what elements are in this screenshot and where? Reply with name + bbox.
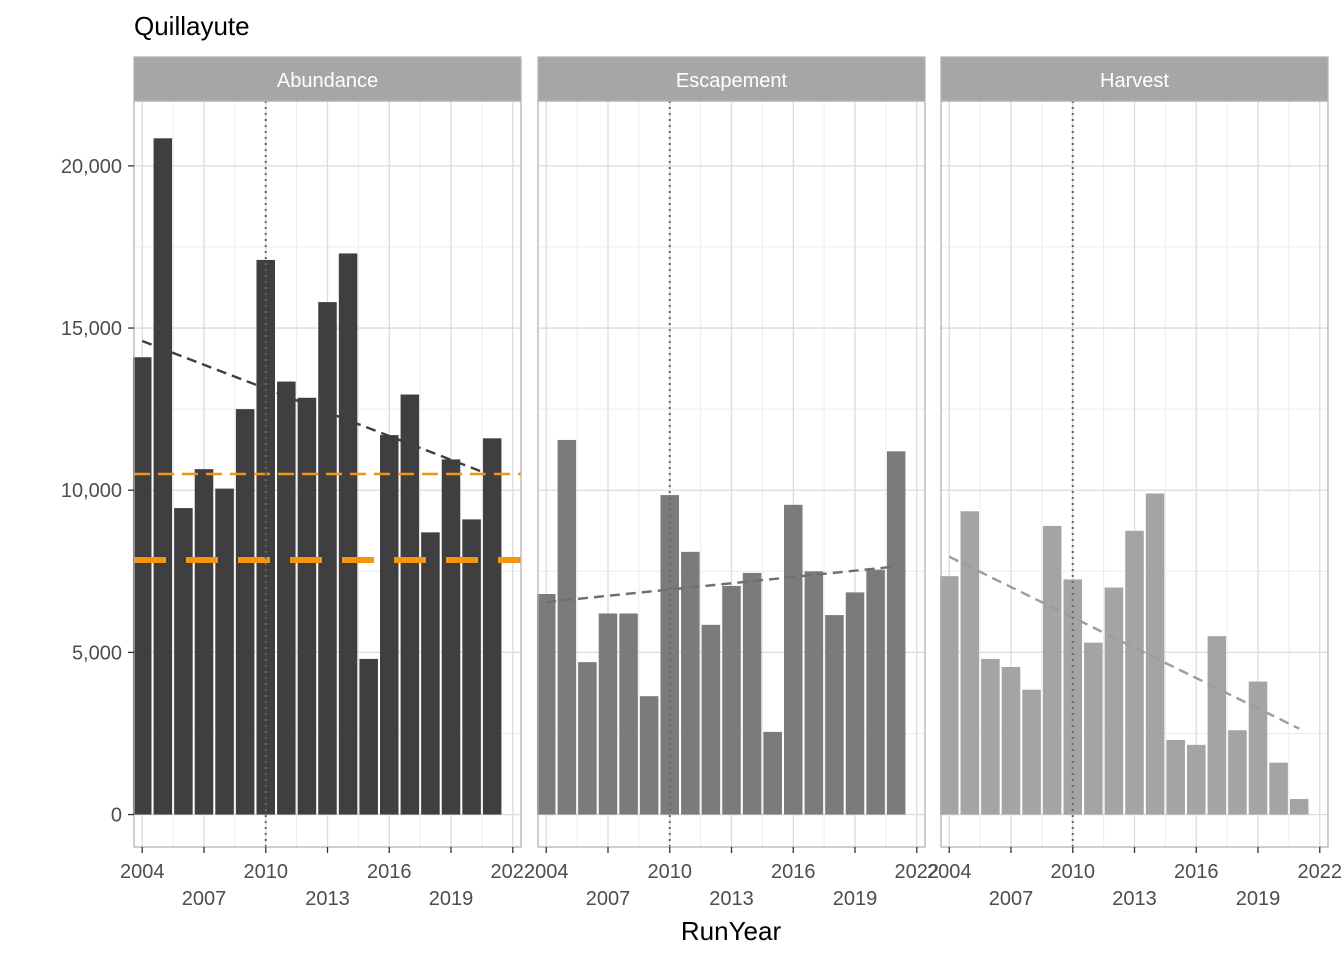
x-axis-title: RunYear — [681, 916, 782, 946]
bar-harvest-2008 — [1022, 689, 1041, 815]
bar-escapement-2016 — [783, 504, 803, 815]
facet-panels: Abundance 2004 2007 2010 2013 2016 2019 2022 0 5,… — [61, 56, 1343, 910]
bar-harvest-2004 — [939, 576, 959, 815]
bar-abundance-2015 — [359, 658, 378, 815]
bar-escapement-2011 — [681, 551, 700, 815]
bar-harvest-2019 — [1248, 681, 1268, 815]
bar-abundance-2018 — [421, 532, 440, 815]
bar-abundance-2011 — [277, 381, 296, 815]
x-tick-label: 2004 — [927, 861, 972, 883]
bar-harvest-2017 — [1207, 636, 1227, 815]
x-tick-label: 2007 — [586, 888, 631, 910]
bar-escapement-2006 — [578, 662, 597, 815]
x-tick-label: 2016 — [771, 861, 816, 883]
bar-abundance-2008 — [215, 488, 234, 815]
y-tick-label: 10,000 — [61, 480, 122, 502]
x-tick-label: 2010 — [1050, 861, 1095, 883]
bar-abundance-2021 — [482, 438, 502, 815]
facet-strip — [537, 56, 926, 102]
y-tick-label: 15,000 — [61, 318, 122, 340]
facet-strip-label: Harvest — [1100, 70, 1169, 92]
x-tick-label: 2016 — [367, 861, 412, 883]
bar-harvest-2021 — [1289, 798, 1309, 815]
chart-title: Quillayute — [134, 11, 250, 41]
x-tick-label: 2010 — [243, 861, 288, 883]
bar-harvest-2016 — [1186, 744, 1206, 815]
trend-line — [948, 555, 1300, 730]
facet-strip — [940, 56, 1329, 102]
y-tick-label: 0 — [111, 805, 122, 827]
x-tick-label: 2022 — [1298, 861, 1343, 883]
bar-abundance-2016 — [379, 435, 399, 815]
bar-abundance-2017 — [400, 394, 420, 815]
bar-escapement-2021 — [886, 451, 906, 815]
bar-escapement-2013 — [722, 585, 741, 815]
bar-harvest-2007 — [1001, 666, 1021, 815]
bar-escapement-2014 — [742, 572, 762, 815]
bar-harvest-2005 — [960, 511, 980, 815]
bar-harvest-2014 — [1145, 493, 1165, 815]
bar-abundance-2007 — [194, 469, 214, 815]
bar-escapement-2015 — [763, 731, 782, 815]
trend-line — [141, 339, 493, 477]
x-tick-label: 2004 — [524, 861, 569, 883]
bar-escapement-2018 — [825, 615, 844, 815]
x-tick-label: 2019 — [429, 888, 474, 910]
bar-escapement-2012 — [701, 624, 721, 815]
x-tick-label: 2022 — [895, 861, 940, 883]
bar-escapement-2017 — [804, 571, 824, 815]
y-tick-label: 20,000 — [61, 156, 122, 178]
bar-escapement-2009 — [639, 696, 659, 815]
bar-escapement-2004 — [536, 594, 556, 815]
bar-abundance-2012 — [297, 397, 317, 815]
bar-harvest-2009 — [1042, 525, 1062, 815]
x-tick-label: 2007 — [989, 888, 1034, 910]
facet-strip — [133, 56, 522, 102]
bar-harvest-2013 — [1125, 530, 1144, 815]
bar-abundance-2010 — [256, 259, 276, 815]
x-tick-label: 2022 — [491, 861, 536, 883]
facet-panel-escapement: Escapement 2004 2007 2010 2013 2016 2019 2022 — [524, 56, 940, 910]
bar-abundance-2006 — [174, 508, 193, 815]
x-tick-label: 2004 — [120, 861, 165, 883]
facet-strip-label: Escapement — [676, 70, 788, 92]
bar-harvest-2018 — [1228, 730, 1247, 815]
x-tick-label: 2007 — [182, 888, 227, 910]
x-tick-label: 2010 — [647, 861, 692, 883]
bar-escapement-2008 — [619, 613, 638, 815]
bar-abundance-2014 — [338, 253, 358, 815]
y-tick-label: 5,000 — [72, 642, 122, 664]
x-tick-label: 2019 — [833, 888, 878, 910]
bar-abundance-2020 — [462, 519, 481, 815]
bar-escapement-2005 — [557, 439, 577, 815]
bar-abundance-2019 — [441, 459, 461, 815]
x-tick-label: 2019 — [1236, 888, 1281, 910]
bar-harvest-2015 — [1166, 739, 1185, 815]
bar-abundance-2009 — [235, 409, 255, 815]
x-tick-label: 2013 — [1112, 888, 1157, 910]
bar-escapement-2020 — [866, 569, 885, 815]
bar-abundance-2013 — [318, 302, 337, 815]
x-tick-label: 2013 — [709, 888, 754, 910]
facet-strip-label: Abundance — [277, 70, 378, 92]
trend-line — [546, 565, 897, 604]
facet-panel-harvest: Harvest 2004 2007 2010 2013 2016 2019 2022 — [927, 56, 1343, 910]
bar-harvest-2011 — [1084, 642, 1103, 815]
facet-panel-abundance: Abundance 2004 2007 2010 2013 2016 2019 2022 0 5,… — [61, 56, 536, 910]
bar-harvest-2012 — [1104, 587, 1124, 815]
x-tick-label: 2013 — [305, 888, 350, 910]
x-tick-label: 2016 — [1174, 861, 1219, 883]
bar-escapement-2019 — [845, 592, 865, 815]
bar-harvest-2006 — [981, 658, 1000, 815]
bar-abundance-2005 — [153, 138, 173, 815]
bar-abundance-2004 — [132, 357, 152, 815]
bar-harvest-2020 — [1269, 762, 1288, 815]
bar-escapement-2007 — [598, 613, 618, 815]
